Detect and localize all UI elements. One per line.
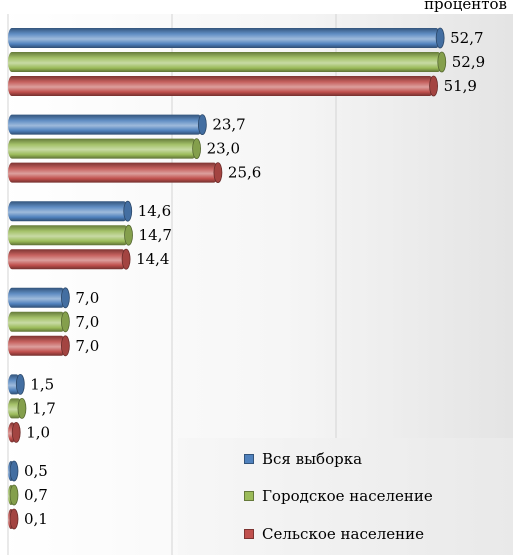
bar-all-0 (8, 27, 445, 49)
legend-label-all: Вся выборка (262, 450, 363, 468)
bar-urban-1 (8, 138, 202, 160)
bar-urban-3 (8, 311, 70, 333)
data-label-rural-1: 25,6 (228, 164, 261, 182)
data-label-urban-1: 23,0 (207, 140, 240, 158)
legend-swatch-urban (244, 491, 254, 501)
unit-label: процентов (424, 0, 507, 13)
data-label-all-3: 7,0 (75, 289, 99, 307)
legend: Вся выборка Городское население Сельское… (178, 438, 513, 555)
bar-urban-5 (8, 484, 19, 506)
bar-all-4 (8, 373, 25, 395)
data-label-all-2: 14,6 (138, 202, 171, 220)
bar-rural-2 (8, 248, 131, 270)
data-label-rural-4: 1,0 (26, 423, 50, 441)
data-label-all-0: 52,7 (450, 29, 483, 47)
bar-all-1 (8, 114, 207, 135)
data-label-urban-2: 14,7 (139, 226, 172, 244)
bar-all-3 (8, 287, 70, 309)
bar-rural-0 (8, 75, 438, 97)
bar-rural-1 (8, 162, 223, 184)
legend-item-rural: Сельское население (244, 525, 424, 543)
bar-urban-0 (8, 51, 447, 73)
data-label-rural-5: 0,1 (24, 510, 48, 528)
legend-swatch-rural (244, 529, 254, 539)
data-label-all-1: 23,7 (212, 116, 245, 134)
bar-all-2 (8, 200, 133, 222)
data-label-all-5: 0,5 (24, 462, 48, 480)
data-label-rural-3: 7,0 (75, 337, 99, 355)
bar-rural-5 (8, 508, 19, 530)
legend-label-rural: Сельское население (262, 525, 424, 543)
data-label-rural-2: 14,4 (136, 250, 169, 268)
data-label-urban-4: 1,7 (32, 399, 56, 417)
bar-rural-3 (8, 335, 70, 357)
data-label-rural-0: 51,9 (444, 77, 477, 95)
legend-item-all: Вся выборка (244, 450, 362, 468)
data-label-all-4: 1,5 (30, 375, 54, 393)
data-label-urban-3: 7,0 (75, 313, 99, 331)
bar-urban-2 (8, 224, 133, 246)
legend-item-urban: Городское население (244, 487, 433, 505)
bar-rural-4 (8, 421, 21, 443)
data-label-urban-0: 52,9 (452, 53, 485, 71)
bar-all-5 (8, 460, 19, 482)
legend-swatch-all (244, 454, 254, 464)
bar-urban-4 (8, 397, 27, 419)
data-label-urban-5: 0,7 (24, 486, 48, 504)
legend-label-urban: Городское население (262, 487, 433, 505)
